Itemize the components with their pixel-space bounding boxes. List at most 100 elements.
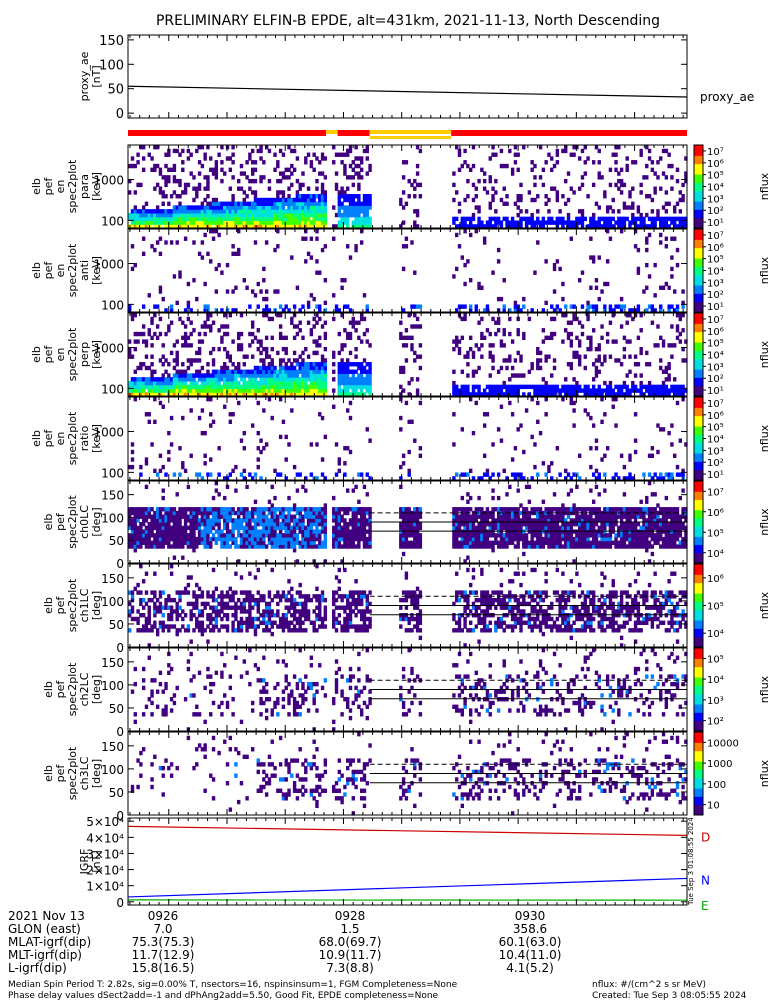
spectrogram-cell bbox=[217, 205, 221, 210]
spectrogram-cell bbox=[287, 175, 291, 180]
spectrogram-cell bbox=[362, 384, 367, 390]
spectrogram-cell bbox=[401, 244, 406, 249]
spectrogram-cell bbox=[591, 328, 596, 333]
spectrogram-cell bbox=[276, 289, 280, 294]
spectrogram-cell bbox=[625, 384, 629, 390]
spectrogram-cell bbox=[513, 220, 518, 225]
panel-4-ylabel-line-1: pef bbox=[42, 429, 55, 448]
spectrogram-cell bbox=[287, 507, 291, 512]
spectrogram-cell bbox=[566, 212, 571, 218]
spectrogram-cell bbox=[468, 224, 473, 229]
spectrogram-cell bbox=[242, 518, 246, 523]
spectrogram-cell bbox=[667, 201, 671, 206]
spectrogram-cell bbox=[586, 412, 590, 417]
spectrogram-cell bbox=[346, 224, 350, 229]
spectrogram-cell bbox=[332, 160, 336, 165]
spectrogram-cell bbox=[150, 362, 154, 367]
spectrogram-cell bbox=[281, 152, 286, 157]
spectrogram-cell bbox=[253, 369, 258, 374]
spectrogram-cell bbox=[536, 220, 540, 225]
spectrogram-cell bbox=[633, 354, 638, 359]
spectrogram-cell bbox=[245, 160, 249, 165]
spectrogram-cell bbox=[234, 201, 238, 206]
spectrogram-cell bbox=[273, 220, 277, 225]
spectrogram-cell bbox=[220, 212, 224, 218]
colorbar-swatch bbox=[694, 169, 703, 173]
spectrogram-cell bbox=[147, 152, 151, 157]
spectrogram-cell bbox=[614, 397, 618, 402]
spectrogram-cell bbox=[664, 377, 669, 382]
colorbar-tick-label-0: 10¹ bbox=[707, 470, 724, 481]
colorbar-swatch bbox=[694, 383, 703, 387]
spectrogram-cell bbox=[262, 201, 266, 206]
spectrogram-cell bbox=[250, 529, 255, 534]
colorbar-swatch bbox=[694, 469, 703, 473]
spectrogram-cell bbox=[133, 510, 137, 516]
spectrogram-cell bbox=[228, 510, 233, 516]
spectrogram-cell bbox=[225, 205, 230, 210]
spectrogram-cell bbox=[245, 205, 249, 210]
spectrogram-cell bbox=[496, 216, 501, 222]
spectrogram-cell bbox=[603, 380, 607, 386]
spectrogram-cell bbox=[231, 507, 235, 512]
spectrogram-cell bbox=[460, 304, 464, 309]
spectrogram-cell bbox=[192, 510, 196, 516]
spectrogram-cell bbox=[225, 145, 230, 150]
spectrogram-cell bbox=[522, 384, 526, 390]
spectrogram-cell bbox=[301, 544, 305, 549]
spectrogram-cell bbox=[323, 529, 328, 534]
spectrogram-cell bbox=[337, 377, 342, 382]
spectrogram-cell bbox=[491, 270, 495, 275]
spectrogram-cell bbox=[231, 380, 235, 386]
spectrogram-cell bbox=[284, 536, 288, 542]
spectrogram-cell bbox=[348, 201, 353, 206]
spectrogram-cell bbox=[343, 163, 347, 169]
spectrogram-cell bbox=[413, 209, 417, 214]
spectrogram-cell bbox=[306, 507, 311, 512]
spectrogram-cell bbox=[346, 358, 350, 363]
spectrogram-cell bbox=[309, 518, 314, 523]
spectrogram-cell bbox=[245, 194, 249, 199]
colorbar-tick-label-0: 10¹ bbox=[707, 302, 724, 313]
spectrogram-cell bbox=[292, 365, 297, 371]
spectrogram-cell bbox=[605, 209, 610, 214]
spectrogram-cell bbox=[343, 510, 347, 516]
colorbar-swatch bbox=[694, 276, 703, 280]
spectrogram-cell bbox=[583, 171, 587, 176]
spectrogram-cell bbox=[253, 540, 258, 545]
spectrogram-cell bbox=[577, 343, 582, 348]
spectrogram-cell bbox=[619, 178, 624, 184]
spectrogram-cell bbox=[209, 212, 213, 218]
spectrogram-cell bbox=[245, 212, 249, 218]
spectrogram-cell bbox=[516, 350, 520, 356]
spectrogram-cell bbox=[200, 476, 205, 481]
spectrogram-cell bbox=[645, 285, 649, 290]
spectrogram-cell bbox=[245, 216, 249, 222]
spectrogram-cell bbox=[466, 178, 470, 184]
spectrogram-cell bbox=[181, 362, 185, 367]
colorbar-tick-label-6: 10⁷ bbox=[707, 147, 724, 158]
spectrogram-cell bbox=[239, 536, 244, 542]
spectrogram-cell bbox=[295, 224, 300, 229]
spectrogram-cell bbox=[175, 380, 179, 386]
spectrogram-cell bbox=[276, 377, 280, 382]
spectrogram-cell bbox=[645, 262, 649, 268]
spectrogram-cell bbox=[133, 224, 137, 229]
spectrogram-cell bbox=[209, 201, 213, 206]
spectrogram-cell bbox=[496, 369, 501, 374]
panel-3-ylabel-line-1: pef bbox=[42, 345, 55, 364]
spectrogram-cell bbox=[250, 533, 255, 538]
spectrogram-cell bbox=[318, 384, 322, 390]
spectrogram-cell bbox=[298, 377, 302, 382]
spectrogram-cell bbox=[273, 518, 277, 523]
spectrogram-cell bbox=[346, 529, 350, 534]
spectrogram-cell bbox=[348, 209, 353, 214]
spectrogram-cell bbox=[245, 507, 249, 512]
spectrogram-cell bbox=[197, 522, 202, 527]
spectrogram-cell bbox=[259, 339, 263, 344]
spectrogram-cell bbox=[150, 354, 154, 359]
spectrogram-cell bbox=[418, 453, 423, 458]
spectrogram-cell bbox=[323, 216, 328, 222]
spectrogram-cell bbox=[284, 369, 288, 374]
spectrogram-cell bbox=[334, 171, 339, 176]
